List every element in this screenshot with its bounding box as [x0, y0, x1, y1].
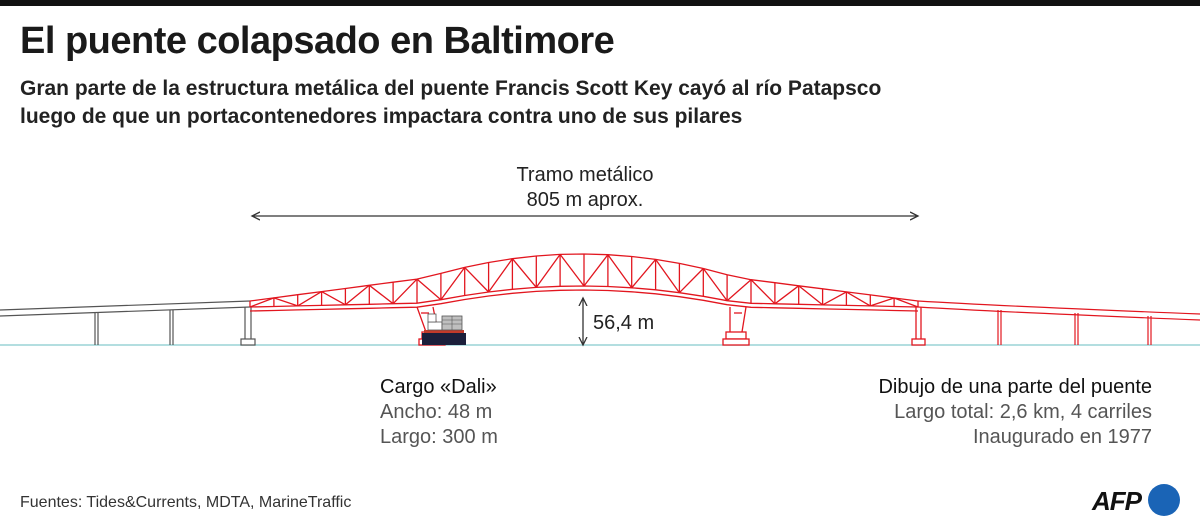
span-label: Tramo metálico 805 m aprox. [385, 163, 785, 213]
steel-truss-span [249, 253, 926, 346]
bridge-info-title: Dibujo de una parte del puente [878, 376, 1152, 398]
afp-logo-text: AFP [1092, 486, 1142, 516]
bridge-opened: Inaugurado en 1977 [972, 426, 1152, 448]
top-rule [0, 0, 1200, 6]
afp-logo-dot [1148, 484, 1180, 516]
right-approach [917, 300, 1200, 345]
page-title: El puente colapsado en Baltimore [20, 20, 615, 62]
left-approach [0, 300, 256, 346]
cargo-width: Ancho: 48 m [380, 401, 493, 423]
span-label-line-2: 805 m aprox. [526, 189, 644, 211]
cargo-title: Cargo «Dali» [380, 376, 497, 398]
span-label-line-1: Tramo metálico [516, 164, 654, 186]
subtitle-line-2: luego de que un portacontenedores impact… [20, 105, 743, 128]
bridge-info: Dibujo de una parte del puente Largo tot… [750, 375, 1152, 450]
cargo-length: Largo: 300 m [380, 426, 498, 448]
bridge-total-length: Largo total: 2,6 km, 4 carriles [894, 401, 1152, 423]
bridge-diagram [0, 150, 1200, 360]
cargo-info: Cargo «Dali» Ancho: 48 m Largo: 300 m [380, 375, 498, 450]
sources-credit: Fuentes: Tides&Currents, MDTA, MarineTra… [20, 494, 352, 511]
cargo-ship-dali [422, 313, 466, 345]
subtitle-line-1: Gran parte de la estructura metálica del… [20, 77, 882, 100]
page-subtitle: Gran parte de la estructura metálica del… [20, 75, 1020, 131]
clearance-label: 56,4 m [593, 312, 655, 334]
